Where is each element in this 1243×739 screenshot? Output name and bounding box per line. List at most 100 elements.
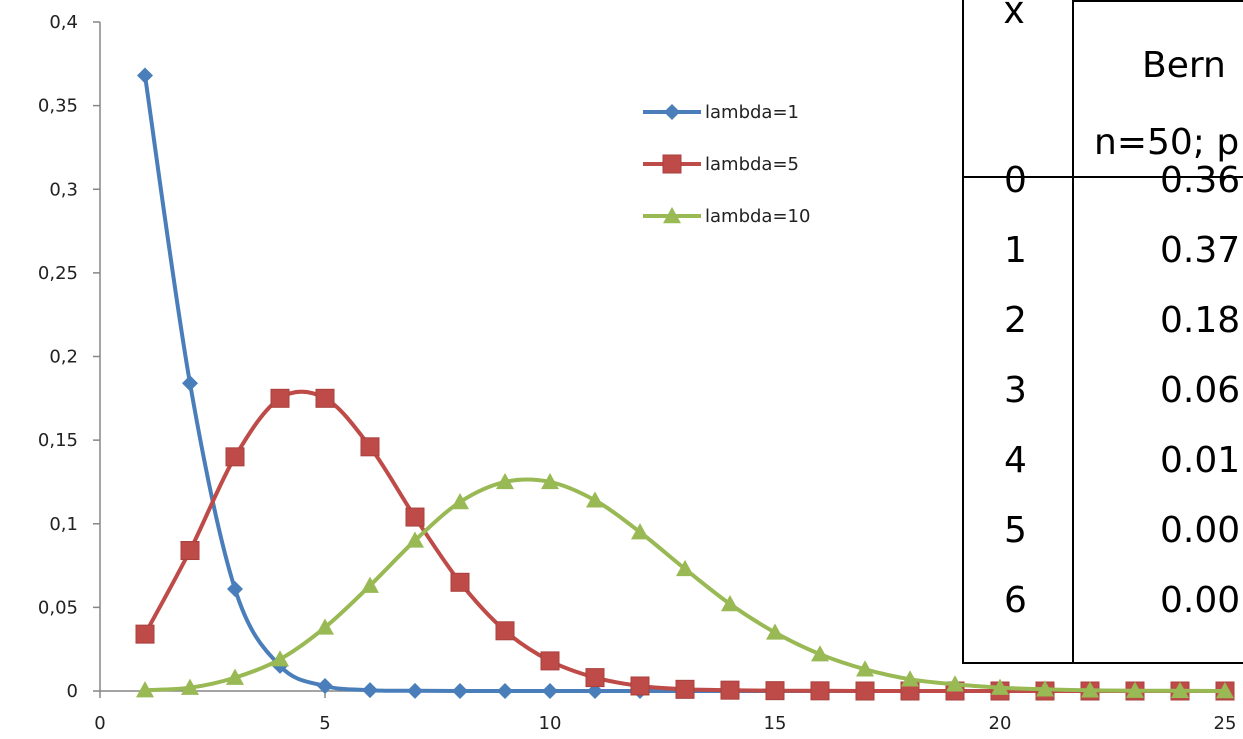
data-point-triangle xyxy=(901,670,919,687)
data-point-triangle xyxy=(1036,680,1054,697)
table-header-divider xyxy=(964,176,1243,178)
y-tick-label: 0 xyxy=(67,681,78,702)
data-point-triangle xyxy=(136,681,154,698)
x-tick-label: 10 xyxy=(539,713,562,734)
data-point-square xyxy=(765,681,785,701)
y-tick-label: 0,4 xyxy=(49,12,78,33)
legend-marker xyxy=(664,104,680,120)
y-tick-label: 0,3 xyxy=(49,179,78,200)
data-point-triangle xyxy=(676,559,694,577)
data-point-triangle xyxy=(406,531,424,548)
x-tick-label: 15 xyxy=(764,713,787,734)
data-point-diamond xyxy=(227,580,243,597)
data-point-triangle xyxy=(811,645,829,662)
legend: lambda=1 lambda=5 lambda=10 xyxy=(643,102,810,227)
data-point-square xyxy=(630,676,650,696)
data-point-triangle xyxy=(541,472,559,490)
table-cell-probability: 0.37 xyxy=(1160,230,1241,271)
table-header-params: n=50; p xyxy=(1094,122,1240,163)
table-cell-probability: 0.36 xyxy=(1160,160,1241,201)
data-point-square xyxy=(360,437,380,457)
data-point-triangle xyxy=(1171,681,1189,699)
data-point-square xyxy=(405,507,425,527)
data-point-triangle xyxy=(316,618,334,635)
legend-label: lambda=5 xyxy=(705,154,799,175)
data-point-triangle xyxy=(631,523,649,540)
y-tick-label: 0,1 xyxy=(49,514,78,535)
data-point-square xyxy=(450,572,470,592)
table-x-header: x xyxy=(1004,0,1024,32)
table-column-divider xyxy=(1072,0,1074,662)
legend-label: lambda=10 xyxy=(705,206,810,227)
data-point-square xyxy=(270,388,290,408)
data-point-square xyxy=(225,447,245,467)
data-point-triangle xyxy=(946,675,964,692)
data-point-diamond xyxy=(137,67,153,84)
series-lambda=10 xyxy=(136,472,1234,699)
table-cell-x: 6 xyxy=(1004,580,1027,621)
data-point-triangle xyxy=(721,595,739,612)
data-point-triangle xyxy=(766,623,784,640)
y-tick-label: 0,25 xyxy=(38,263,78,284)
table-cell-probability: 0.01 xyxy=(1160,440,1241,481)
table-cell-probability: 0.18 xyxy=(1160,300,1241,341)
data-point-diamond xyxy=(182,375,198,392)
data-point-diamond xyxy=(497,683,513,699)
data-point-triangle xyxy=(451,493,469,510)
data-point-square xyxy=(180,541,200,561)
data-point-square xyxy=(675,679,695,699)
table-cell-x: 3 xyxy=(1004,370,1027,411)
legend-marker xyxy=(663,207,681,224)
data-point-triangle xyxy=(226,668,244,685)
x-tick-label: 25 xyxy=(1214,713,1237,734)
data-point-diamond xyxy=(317,677,333,694)
data-point-triangle xyxy=(586,491,604,508)
data-point-square xyxy=(540,651,560,671)
data-point-triangle xyxy=(1081,681,1099,698)
data-point-square xyxy=(855,681,875,701)
data-point-square xyxy=(585,668,605,688)
y-tick-label: 0,35 xyxy=(38,96,78,117)
table-cell-x: 4 xyxy=(1004,440,1027,481)
data-point-triangle xyxy=(181,678,199,695)
x-tick-label: 0 xyxy=(94,713,105,734)
data-point-triangle xyxy=(1216,682,1234,699)
data-point-square xyxy=(495,621,515,641)
table-cell-probability: 0.00 xyxy=(1160,580,1241,621)
data-point-diamond xyxy=(362,682,378,699)
table-cell-x: 1 xyxy=(1004,230,1027,271)
x-tick-labels: 0 5 10 15 20 25 xyxy=(94,713,1236,734)
table-cell-x: 5 xyxy=(1004,510,1027,551)
data-point-square xyxy=(720,680,740,700)
series-layer xyxy=(135,67,1235,701)
legend-marker xyxy=(662,154,682,174)
data-point-triangle xyxy=(361,576,379,593)
y-tick-label: 0,15 xyxy=(38,430,78,451)
data-point-diamond xyxy=(407,682,423,699)
table-cell-probability: 0.00 xyxy=(1160,510,1241,551)
y-tick-label: 0,2 xyxy=(49,347,78,368)
data-point-triangle xyxy=(496,472,514,490)
table-top-border xyxy=(1074,0,1243,2)
series-lambda=5 xyxy=(135,388,1235,701)
x-tick-label: 20 xyxy=(989,713,1012,734)
data-point-square xyxy=(135,624,155,644)
data-point-diamond xyxy=(452,683,468,699)
y-tick-labels: 0 0,05 0,1 0,15 0,2 0,25 0,3 0,35 0,4 xyxy=(38,12,78,702)
data-point-square xyxy=(315,388,335,408)
data-point-triangle xyxy=(271,650,289,667)
table-header-title: Bern xyxy=(1142,45,1226,86)
x-tick-label: 5 xyxy=(319,713,330,734)
data-point-triangle xyxy=(856,660,874,677)
bernoulli-table: x Bern n=50; p 0 0.36 1 0.37 2 0.18 3 0.06 4 0.01… xyxy=(962,0,1243,664)
y-tick-label: 0,05 xyxy=(38,597,78,618)
data-point-triangle xyxy=(991,678,1009,695)
data-point-triangle xyxy=(1126,681,1144,698)
legend-label: lambda=1 xyxy=(705,102,799,123)
data-point-square xyxy=(810,681,830,701)
table-cell-x: 0 xyxy=(1004,160,1027,201)
data-point-diamond xyxy=(542,683,558,699)
table-cell-probability: 0.06 xyxy=(1160,370,1241,411)
table-cell-x: 2 xyxy=(1004,300,1027,341)
